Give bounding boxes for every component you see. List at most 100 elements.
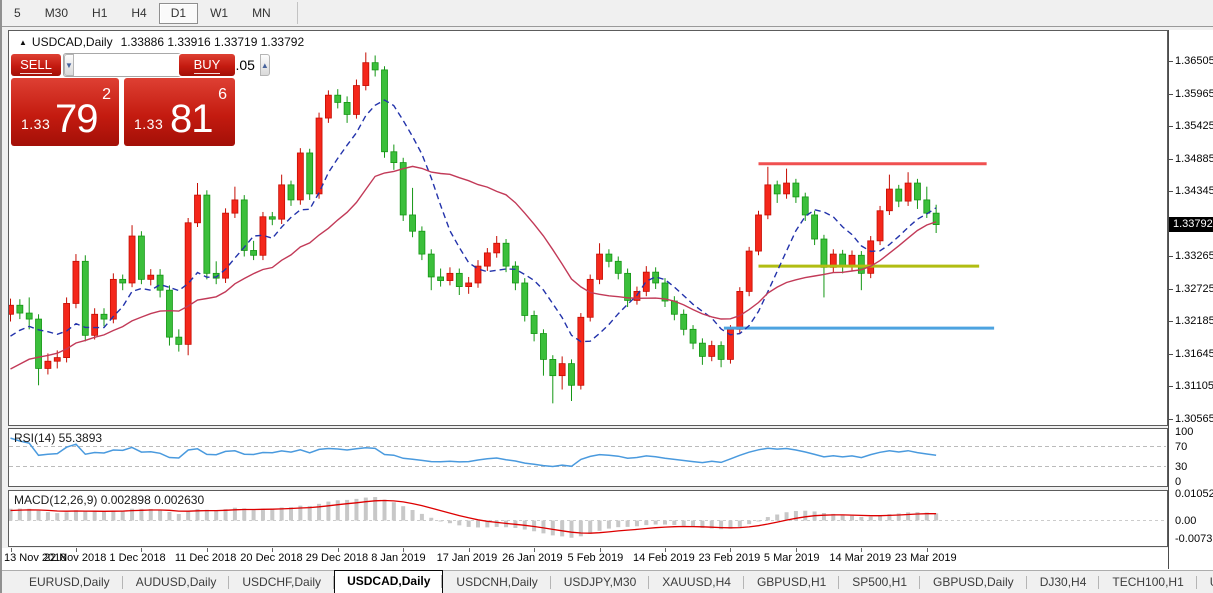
date-axis-label: 8 Jan 2019 <box>371 552 426 564</box>
macd-histogram-bar <box>466 520 471 527</box>
macd-histogram-bar <box>653 520 658 525</box>
candle <box>558 363 566 377</box>
buy-price-display[interactable]: 1.33 81 6 <box>124 78 235 146</box>
buy-button[interactable]: BUY <box>179 54 235 76</box>
macd-histogram-bar <box>401 506 406 521</box>
macd-histogram-bar <box>793 510 798 521</box>
timeframe-button-d1[interactable]: D1 <box>158 3 199 24</box>
date-axis-tick <box>665 548 666 552</box>
macd-histogram-bar <box>429 517 434 521</box>
price-axis[interactable]: 1.36505 1.35965 1.35425 1.34885 1.34345 1.332… <box>1168 30 1213 569</box>
candle <box>755 214 762 252</box>
main-chart-panel: ▲ USDCAD,Daily 1.33886 1.33916 1.33719 1.3… <box>8 30 1168 426</box>
macd-histogram-bar <box>831 513 836 521</box>
macd-histogram-bar <box>634 520 639 527</box>
sell-price-display[interactable]: 1.33 79 2 <box>11 78 119 146</box>
timeframe-button-h4[interactable]: H4 <box>131 6 147 20</box>
candle <box>483 252 491 267</box>
candle <box>867 240 875 274</box>
chart-tab-usdcad[interactable]: USDCAD,Daily <box>334 570 444 593</box>
macd-histogram-bar <box>616 520 621 528</box>
macd-histogram-bar <box>130 508 135 521</box>
rsi-plot <box>9 437 1166 468</box>
candle <box>493 242 501 254</box>
candle <box>362 62 370 86</box>
candle <box>848 254 856 267</box>
chart-tab-tech100[interactable]: TECH100,H1 <box>1099 572 1198 593</box>
chart-tab-eurusd[interactable]: EURUSD,Daily <box>16 572 123 593</box>
macd-histogram-bar <box>457 520 462 526</box>
macd-histogram-bar <box>45 512 50 521</box>
collapse-panel-icon[interactable]: ▲ <box>19 38 27 47</box>
macd-histogram-bar <box>784 512 789 521</box>
candle <box>680 313 688 330</box>
macd-histogram-bar <box>447 520 452 524</box>
macd-histogram-bar <box>868 516 873 521</box>
chart-tab-ukc[interactable]: UKC <box>1197 572 1213 593</box>
macd-label: MACD(12,26,9) 0.002898 0.002630 <box>14 493 205 507</box>
macd-histogram-bar <box>569 520 574 538</box>
date-axis-tick <box>10 548 12 552</box>
macd-histogram-bar <box>541 520 546 534</box>
chart-tab-gbpusd[interactable]: GBPUSD,Daily <box>920 572 1027 593</box>
candle <box>820 238 828 268</box>
date-axis-tick <box>403 548 405 552</box>
candle <box>175 336 183 345</box>
candle <box>661 282 669 302</box>
candle <box>923 199 931 214</box>
candle <box>194 194 201 224</box>
candle <box>642 271 650 292</box>
macd-histogram-bar <box>307 505 312 521</box>
macd-histogram-bar <box>578 520 583 537</box>
candle <box>801 196 809 216</box>
candle <box>231 199 239 214</box>
date-axis-tick <box>141 548 143 552</box>
chart-tab-gbpusd[interactable]: GBPUSD,H1 <box>744 572 840 593</box>
price-axis-label: 1.34885 <box>1175 152 1213 165</box>
chart-tab-usdcnh[interactable]: USDCNH,Daily <box>443 572 552 593</box>
date-axis-label: 26 Jan 2019 <box>502 552 563 564</box>
rsi-axis-label: 70 <box>1175 440 1188 453</box>
macd-histogram-bar <box>195 509 200 521</box>
rsi-line <box>10 437 937 468</box>
macd-histogram-bar <box>326 501 331 521</box>
candle <box>624 272 631 301</box>
candle <box>147 274 155 280</box>
candle <box>166 289 173 338</box>
macd-histogram-bar <box>906 512 911 521</box>
candle <box>287 184 295 201</box>
candle <box>100 313 108 320</box>
candle <box>296 152 304 201</box>
timeframe-button-w1[interactable]: W1 <box>210 6 229 20</box>
macd-histogram-bar <box>588 520 593 534</box>
macd-histogram-bar <box>27 508 32 521</box>
chart-tab-sp500[interactable]: SP500,H1 <box>839 572 920 593</box>
volume-decrease-button[interactable]: ▼ <box>64 54 74 76</box>
macd-histogram-bar <box>597 520 602 531</box>
candle <box>25 312 33 320</box>
candle <box>399 162 407 216</box>
timeframe-button-m30[interactable]: M30 <box>44 6 69 20</box>
chart-tab-usdjpy[interactable]: USDJPY,M30 <box>551 572 650 593</box>
timeframe-button-mn[interactable]: MN <box>252 6 271 20</box>
chart-tab-dj30[interactable]: DJ30,H4 <box>1027 572 1100 593</box>
candle <box>353 85 360 115</box>
macd-histogram-bar <box>756 520 761 522</box>
candle <box>605 253 613 262</box>
candle <box>540 333 547 360</box>
sell-price-prefix: 1.33 <box>21 116 51 132</box>
date-axis[interactable]: 13 Nov 2018 22 Nov 2018 1 Dec 2018 11 Dec 2… <box>2 548 1213 570</box>
chart-tab-usdchf[interactable]: USDCHF,Daily <box>229 572 334 593</box>
timeframe-button-h1[interactable]: H1 <box>92 6 108 20</box>
macd-histogram-bar <box>92 511 97 521</box>
candle <box>474 265 482 284</box>
macd-histogram-bar <box>335 500 340 521</box>
timeframe-button-5[interactable]: 5 <box>14 6 21 20</box>
volume-increase-button[interactable]: ▲ <box>259 54 270 76</box>
chart-tab-xauusd[interactable]: XAUUSD,H4 <box>649 572 744 593</box>
sell-button[interactable]: SELL <box>11 54 61 76</box>
macd-histogram-bar <box>747 520 752 525</box>
buy-price-prefix: 1.33 <box>134 116 164 132</box>
ma-fast-line <box>10 99 937 343</box>
chart-tab-audusd[interactable]: AUDUSD,Daily <box>123 572 230 593</box>
